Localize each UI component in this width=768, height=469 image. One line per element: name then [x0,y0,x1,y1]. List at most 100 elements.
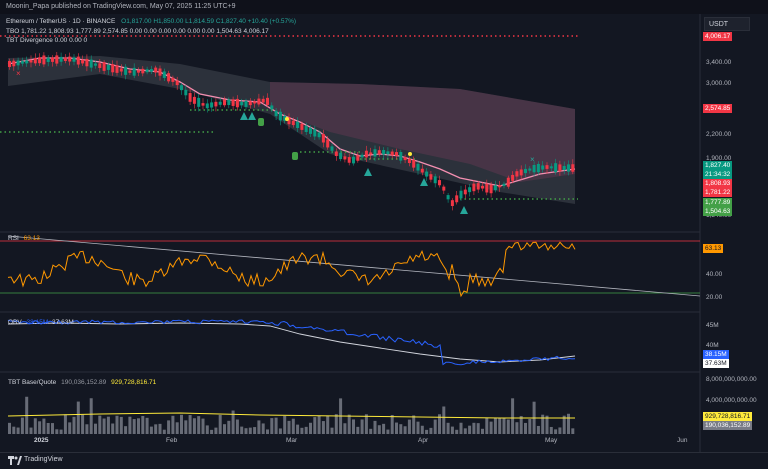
tbo-legend[interactable]: TBO 1,781.22 1,808.93 1,777.89 2,574.85 … [6,27,269,36]
obv-ma-tag: 37.63M [703,359,729,368]
volume-bar [274,417,278,434]
candle [468,187,472,193]
time-label-may: May [545,437,558,444]
volume-bar [162,429,166,434]
volume-bar [313,417,317,434]
publisher-bar: Moonin_Papa published on TradingView.com… [0,0,768,14]
volume-bar [455,429,459,434]
volume-bar [506,419,510,434]
volume-bar [347,414,351,434]
rsi-legend[interactable]: RSI 63.13 [8,234,40,243]
volume-bar [76,401,80,434]
volume-bar [214,427,218,434]
candle [364,150,368,158]
price-tick: 1,900.00 [706,155,732,162]
volume-bar [175,422,179,434]
candle [201,103,205,106]
symbol-legend[interactable]: Ethereum / TetherUS · 1D · BINANCE O1,81… [6,17,296,26]
volume-bar [536,425,540,434]
sell-x-icon: × [16,69,21,78]
volume-bar [300,427,304,434]
volume-bar [567,413,570,434]
candle [485,183,489,193]
time-label-2025: 2025 [34,437,49,444]
volume-bar [382,423,386,434]
candle [59,56,63,62]
tbo-values: TBO 1,781.22 1,808.93 1,777.89 2,574.85 … [6,28,269,35]
currency-label: USDT [709,21,729,28]
candle [51,57,54,62]
rsi-trendline [7,235,701,297]
obv-label: OBV [8,319,22,326]
volume-bar [343,423,347,434]
price-tag-1808: 1,808.93 [703,179,733,188]
time-label-feb: Feb [166,437,178,444]
volume-bar [270,418,274,434]
volume-bar [132,419,136,434]
candle [98,63,102,68]
volume-bar [356,426,360,434]
candle [571,164,575,172]
currency-selector[interactable]: USDT [704,17,750,31]
candle [463,189,467,195]
rsi-tick: 20.00 [706,294,723,301]
candle [420,168,424,173]
buy-signal-icon [460,206,468,214]
candle [296,121,300,129]
volume-bar [296,424,300,434]
candle [162,71,166,78]
buy-signal-icon [240,112,248,120]
volume-bar [528,418,532,434]
candle [442,186,446,191]
volume-bar [334,414,338,434]
ohlc-values: O1,817.00 H1,850.00 L1,814.59 C1,827.40 … [121,18,297,25]
rsi-tag: 63.13 [703,244,724,253]
candle [231,99,235,106]
candle [536,163,540,173]
candle [8,61,11,67]
volume-bar [137,418,140,434]
rsi-tick: 40.00 [706,271,723,278]
volume-bar [519,416,523,434]
volume-bar [55,429,59,434]
volume-bar [463,428,467,434]
volume-value-gray: 190,036,152.89 [61,379,107,386]
volume-bar [261,423,265,434]
candle [227,99,231,106]
candle [511,174,515,181]
chart-canvas[interactable]: × × [0,14,768,452]
cloud-band-purple [270,82,575,182]
volume-bar [210,429,214,434]
volume-bar [515,422,519,434]
volume-bar [63,414,67,434]
volume-bar [149,426,153,434]
yellow-dot-icon [408,152,412,156]
candle [132,67,136,76]
candle [317,132,321,138]
volume-bar [89,398,93,434]
obv-legend[interactable]: OBV 38.15M 37.63M [8,318,74,327]
volume-bar [115,415,119,434]
volume-bar [291,418,295,434]
candle [541,165,545,170]
volume-bar [403,426,407,434]
obv-tick: 45M [706,322,719,329]
volume-bar [416,421,420,434]
volume-bar [562,415,566,434]
candle [386,151,390,155]
candle [472,183,476,192]
volume-bar [554,429,558,434]
candle [248,101,252,106]
candle [300,123,304,130]
symbol-title: Ethereum / TetherUS · 1D · BINANCE [6,18,116,25]
candle [141,68,145,74]
volume-bar [511,398,515,434]
divergence-legend[interactable]: TBT Divergence 0.00 0.00 0 [6,36,87,45]
candle [257,98,261,105]
tradingview-logo-icon[interactable] [8,456,22,467]
volume-legend[interactable]: TBT Base/Quote 190,036,152.89 929,728,81… [8,378,156,387]
volume-bar [145,417,149,434]
candle [106,64,110,70]
candle [283,115,287,121]
price-tag-last: 1,827.40 [703,161,733,170]
